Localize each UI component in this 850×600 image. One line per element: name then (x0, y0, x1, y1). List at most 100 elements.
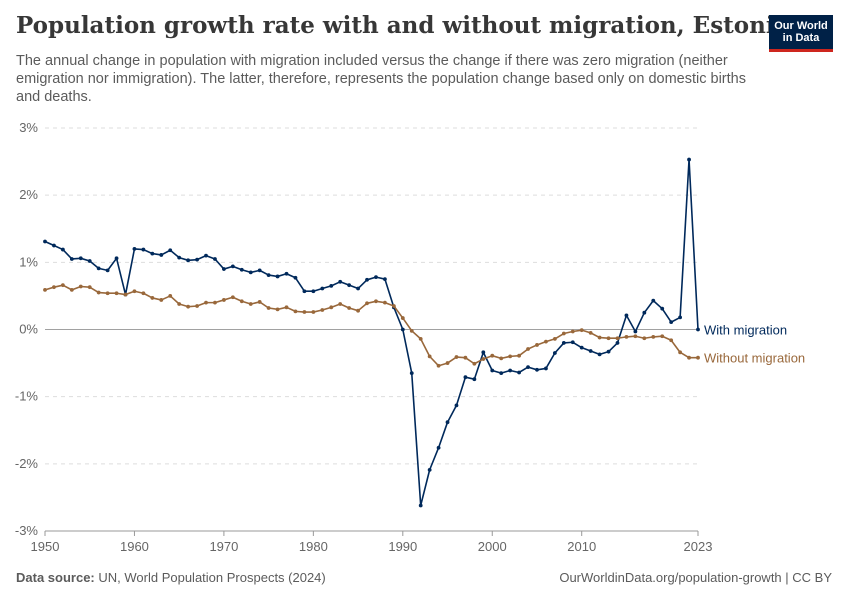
data-point[interactable] (52, 243, 56, 248)
data-point[interactable] (87, 259, 92, 263)
data-point[interactable] (60, 247, 65, 252)
data-point[interactable] (248, 302, 253, 306)
data-point[interactable] (570, 329, 575, 334)
data-point[interactable] (588, 349, 593, 353)
data-point[interactable] (660, 306, 665, 311)
data-point[interactable] (678, 350, 683, 355)
data-point[interactable] (356, 286, 360, 291)
data-point[interactable] (544, 339, 548, 344)
data-point[interactable] (517, 370, 521, 375)
data-point[interactable] (535, 367, 539, 372)
data-point[interactable] (669, 320, 674, 325)
data-point[interactable] (409, 371, 414, 376)
data-point[interactable] (78, 284, 83, 289)
data-point[interactable] (96, 266, 101, 271)
series-line-with-migration[interactable] (44, 158, 699, 507)
data-point[interactable] (132, 289, 137, 294)
data-point[interactable] (436, 445, 441, 450)
data-point[interactable] (320, 286, 325, 291)
data-point[interactable] (383, 300, 387, 305)
data-point[interactable] (624, 334, 629, 339)
data-point[interactable] (579, 345, 584, 350)
data-point[interactable] (195, 257, 199, 262)
data-point[interactable] (266, 306, 271, 310)
data-point[interactable] (696, 355, 700, 360)
data-point[interactable] (633, 329, 638, 334)
data-point[interactable] (320, 308, 325, 312)
data-point[interactable] (400, 327, 405, 332)
data-point[interactable] (186, 258, 191, 263)
data-point[interactable] (651, 334, 656, 339)
data-point[interactable] (311, 310, 316, 314)
data-point[interactable] (257, 300, 262, 304)
data-point[interactable] (159, 298, 164, 302)
data-point[interactable] (275, 307, 280, 312)
data-point[interactable] (132, 247, 137, 251)
data-point[interactable] (365, 277, 369, 282)
data-point[interactable] (570, 340, 575, 345)
data-point[interactable] (222, 267, 226, 271)
data-point[interactable] (615, 341, 620, 345)
data-point[interactable] (526, 365, 530, 370)
data-point[interactable] (43, 287, 47, 292)
data-point[interactable] (347, 283, 352, 288)
data-point[interactable] (454, 403, 459, 408)
data-point[interactable] (409, 328, 414, 333)
data-point[interactable] (96, 290, 101, 295)
data-point[interactable] (588, 330, 593, 335)
data-point[interactable] (239, 267, 244, 272)
data-point[interactable] (356, 308, 360, 313)
data-point[interactable] (427, 354, 432, 359)
data-point[interactable] (69, 257, 74, 261)
data-point[interactable] (338, 279, 343, 284)
data-point[interactable] (391, 304, 396, 308)
data-point[interactable] (347, 306, 352, 310)
data-point[interactable] (302, 289, 307, 294)
data-point[interactable] (508, 354, 513, 359)
data-point[interactable] (374, 275, 378, 280)
data-point[interactable] (150, 296, 155, 300)
data-point[interactable] (204, 253, 208, 258)
data-point[interactable] (186, 304, 191, 309)
data-point[interactable] (517, 353, 521, 358)
data-point[interactable] (427, 467, 432, 472)
data-point[interactable] (105, 268, 110, 273)
data-point[interactable] (60, 283, 65, 288)
data-point[interactable] (159, 253, 164, 257)
source-url[interactable]: OurWorldinData.org/population-growth | C… (559, 570, 832, 585)
data-point[interactable] (418, 503, 423, 508)
data-point[interactable] (141, 291, 146, 296)
data-point[interactable] (669, 338, 674, 343)
data-point[interactable] (365, 301, 369, 306)
data-point[interactable] (168, 294, 173, 298)
data-point[interactable] (481, 357, 486, 361)
data-point[interactable] (526, 347, 530, 351)
data-point[interactable] (302, 310, 307, 314)
data-point[interactable] (642, 336, 647, 341)
data-point[interactable] (463, 355, 468, 360)
data-point[interactable] (508, 368, 513, 373)
data-point[interactable] (105, 291, 110, 296)
data-point[interactable] (293, 275, 298, 280)
data-point[interactable] (463, 375, 468, 380)
data-point[interactable] (615, 336, 620, 341)
data-point[interactable] (606, 336, 611, 341)
data-point[interactable] (213, 257, 217, 261)
data-point[interactable] (454, 355, 459, 359)
data-point[interactable] (552, 351, 557, 355)
data-point[interactable] (481, 350, 486, 355)
data-point[interactable] (257, 268, 262, 273)
data-point[interactable] (597, 335, 602, 340)
data-point[interactable] (418, 337, 423, 341)
data-point[interactable] (597, 352, 602, 357)
data-point[interactable] (43, 239, 47, 244)
data-point[interactable] (329, 283, 334, 288)
data-point[interactable] (213, 300, 217, 305)
data-point[interactable] (624, 313, 629, 318)
data-point[interactable] (490, 353, 495, 358)
data-point[interactable] (222, 298, 226, 302)
data-point[interactable] (678, 315, 683, 320)
data-point[interactable] (472, 377, 477, 382)
data-point[interactable] (123, 292, 128, 297)
data-point[interactable] (606, 349, 611, 354)
